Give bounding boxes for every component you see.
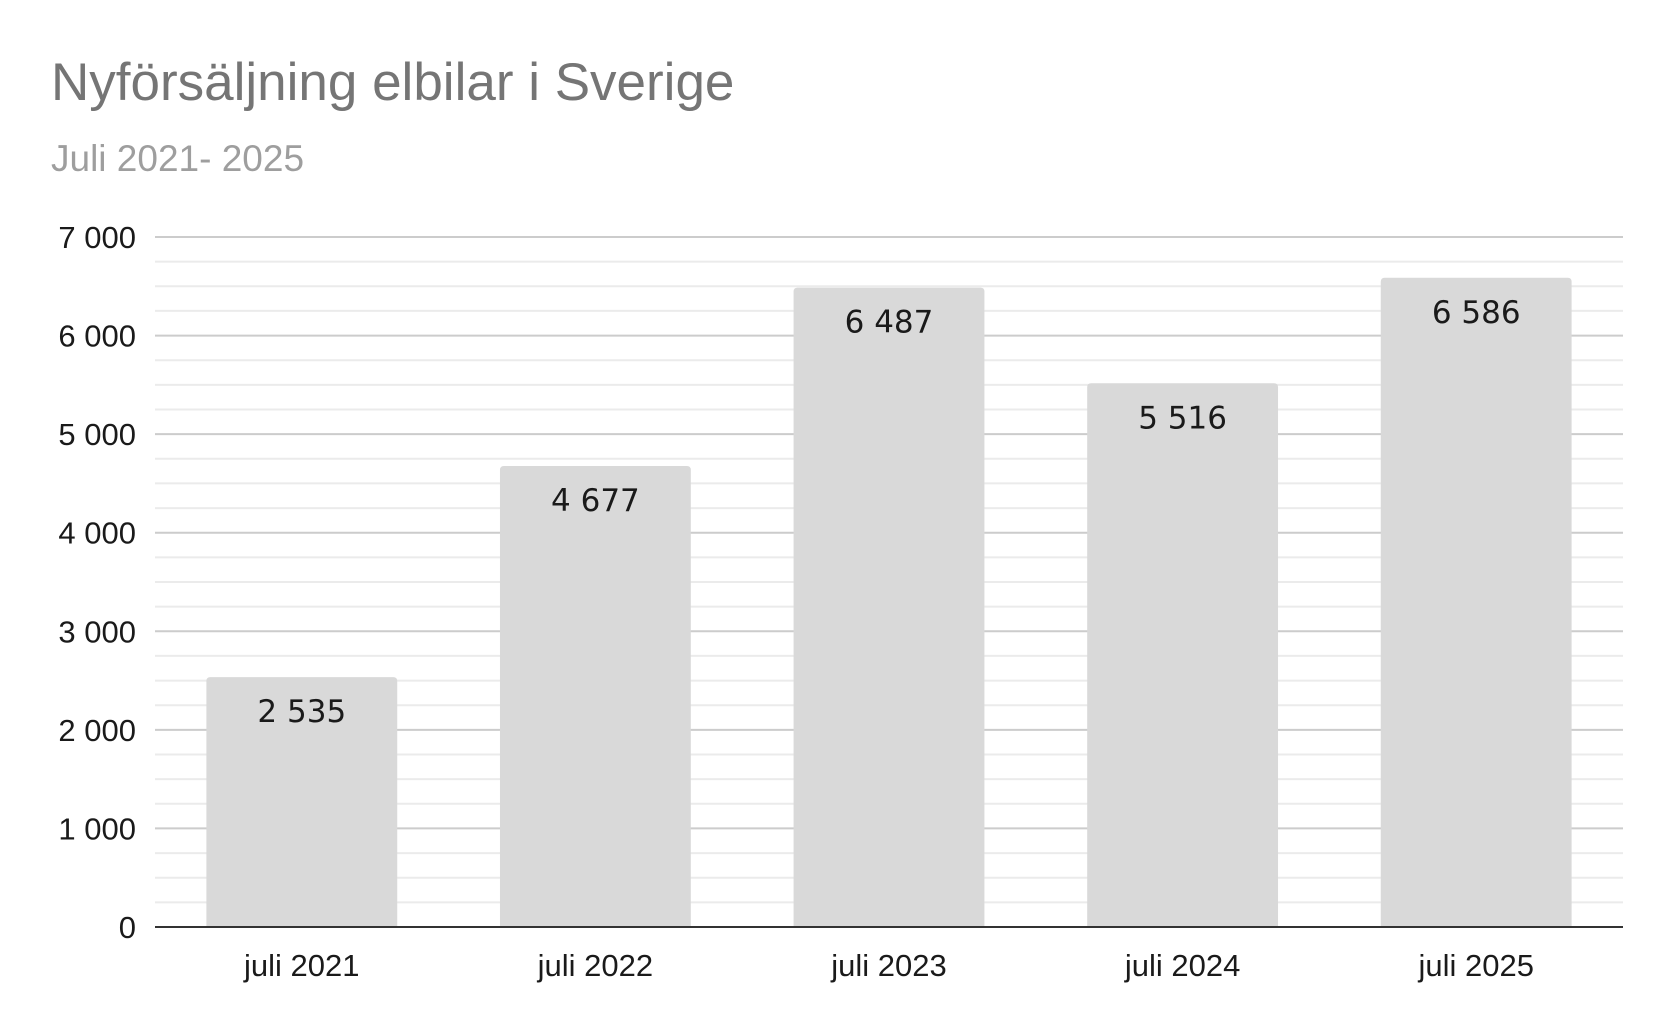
bar <box>1380 277 1572 927</box>
y-tick-label: 7 000 <box>58 220 136 255</box>
x-tick-label: juli 2025 <box>1417 948 1533 983</box>
y-tick-label: 0 <box>119 910 136 945</box>
y-tick-label: 1 000 <box>58 811 136 846</box>
chart-subtitle: Juli 2021- 2025 <box>51 138 305 179</box>
y-tick-label: 5 000 <box>58 417 136 452</box>
y-tick-label: 2 000 <box>58 713 136 748</box>
y-tick-label: 3 000 <box>58 614 136 649</box>
bar-data-label: 4 677 <box>551 483 640 519</box>
bar-data-label: 6 487 <box>845 305 934 341</box>
bar <box>793 287 985 927</box>
bar-data-label: 6 586 <box>1432 295 1521 331</box>
bar <box>1087 383 1279 927</box>
y-tick-label: 4 000 <box>58 516 136 551</box>
bar-data-label: 2 535 <box>257 694 346 730</box>
chart-title: Nyförsäljning elbilar i Sverige <box>51 53 735 112</box>
bar-data-label: 5 516 <box>1138 400 1227 436</box>
x-tick-label: juli 2023 <box>830 948 946 983</box>
x-tick-label: juli 2021 <box>243 948 359 983</box>
labels: 0 1 000 2 000 3 000 4 000 5 000 6 000 7 000 2 53… <box>58 220 1534 983</box>
x-tick-label: juli 2024 <box>1124 948 1240 983</box>
x-tick-label: juli 2022 <box>537 948 653 983</box>
bars <box>206 277 1572 927</box>
bar <box>206 677 398 927</box>
bar <box>499 465 691 927</box>
y-tick-label: 6 000 <box>58 319 136 354</box>
